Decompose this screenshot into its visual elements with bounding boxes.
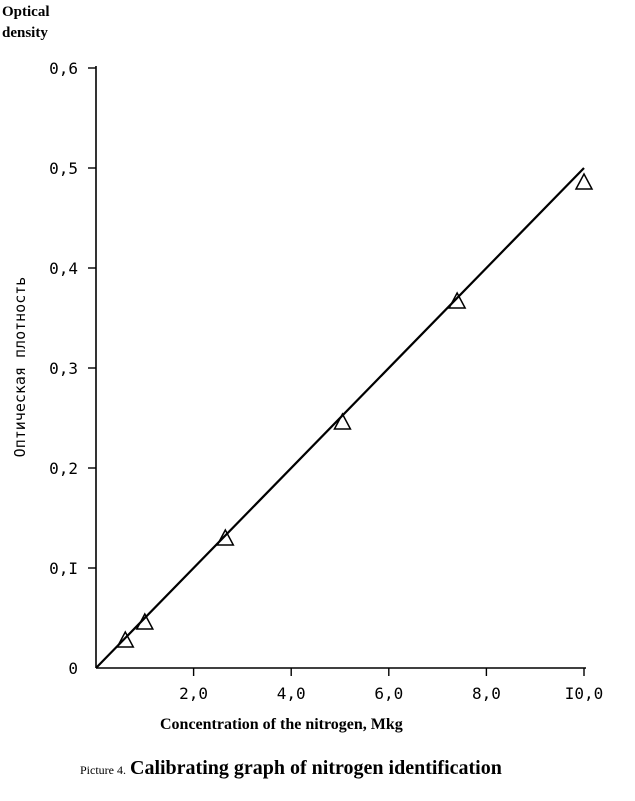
data-point-triangle bbox=[333, 412, 352, 430]
x-tick-label: 6,0 bbox=[374, 684, 403, 703]
y-axis-label: Оптическая плотность bbox=[11, 277, 29, 458]
data-point-triangle bbox=[574, 172, 594, 190]
y-axis-label-english: Optical density bbox=[2, 2, 50, 44]
x-tick-label: 2,0 bbox=[179, 684, 208, 703]
figure-caption: Picture 4. Calibrating graph of nitrogen… bbox=[80, 757, 502, 780]
y-tick-label: 0,I bbox=[49, 559, 78, 578]
x-tick-label: 4,0 bbox=[277, 684, 306, 703]
y-tick-label: 0,2 bbox=[49, 459, 78, 478]
y-tick-label: 0 bbox=[68, 659, 78, 678]
data-point-triangle bbox=[447, 291, 467, 309]
x-axis-label: Concentration of the nitrogen, Mkg bbox=[160, 716, 403, 733]
y-tick-label: 0,4 bbox=[49, 259, 78, 278]
data-point-triangle bbox=[216, 528, 235, 546]
chart-title: Calibrating graph of nitrogen identifica… bbox=[130, 757, 502, 779]
y-axis-label-english-line1: Optical bbox=[2, 4, 50, 20]
x-tick-label: I0,0 bbox=[565, 684, 604, 703]
caption-prefix: Picture 4. bbox=[80, 763, 126, 777]
x-tick-label: 8,0 bbox=[472, 684, 501, 703]
data-point-triangle bbox=[135, 612, 155, 630]
data-point-triangle bbox=[116, 630, 135, 648]
ticks: 0 0,I 0,2 0,3 0,4 0,5 0,6 2,0 4,0 6,0 8,0 I0,0 bbox=[49, 59, 603, 703]
y-tick-label: 0,6 bbox=[49, 59, 78, 78]
y-axis-label-english-line2: density bbox=[2, 25, 48, 41]
y-tick-label: 0,5 bbox=[49, 159, 78, 178]
y-tick-label: 0,3 bbox=[49, 359, 78, 378]
data-points bbox=[116, 172, 594, 648]
axes bbox=[95, 66, 586, 669]
